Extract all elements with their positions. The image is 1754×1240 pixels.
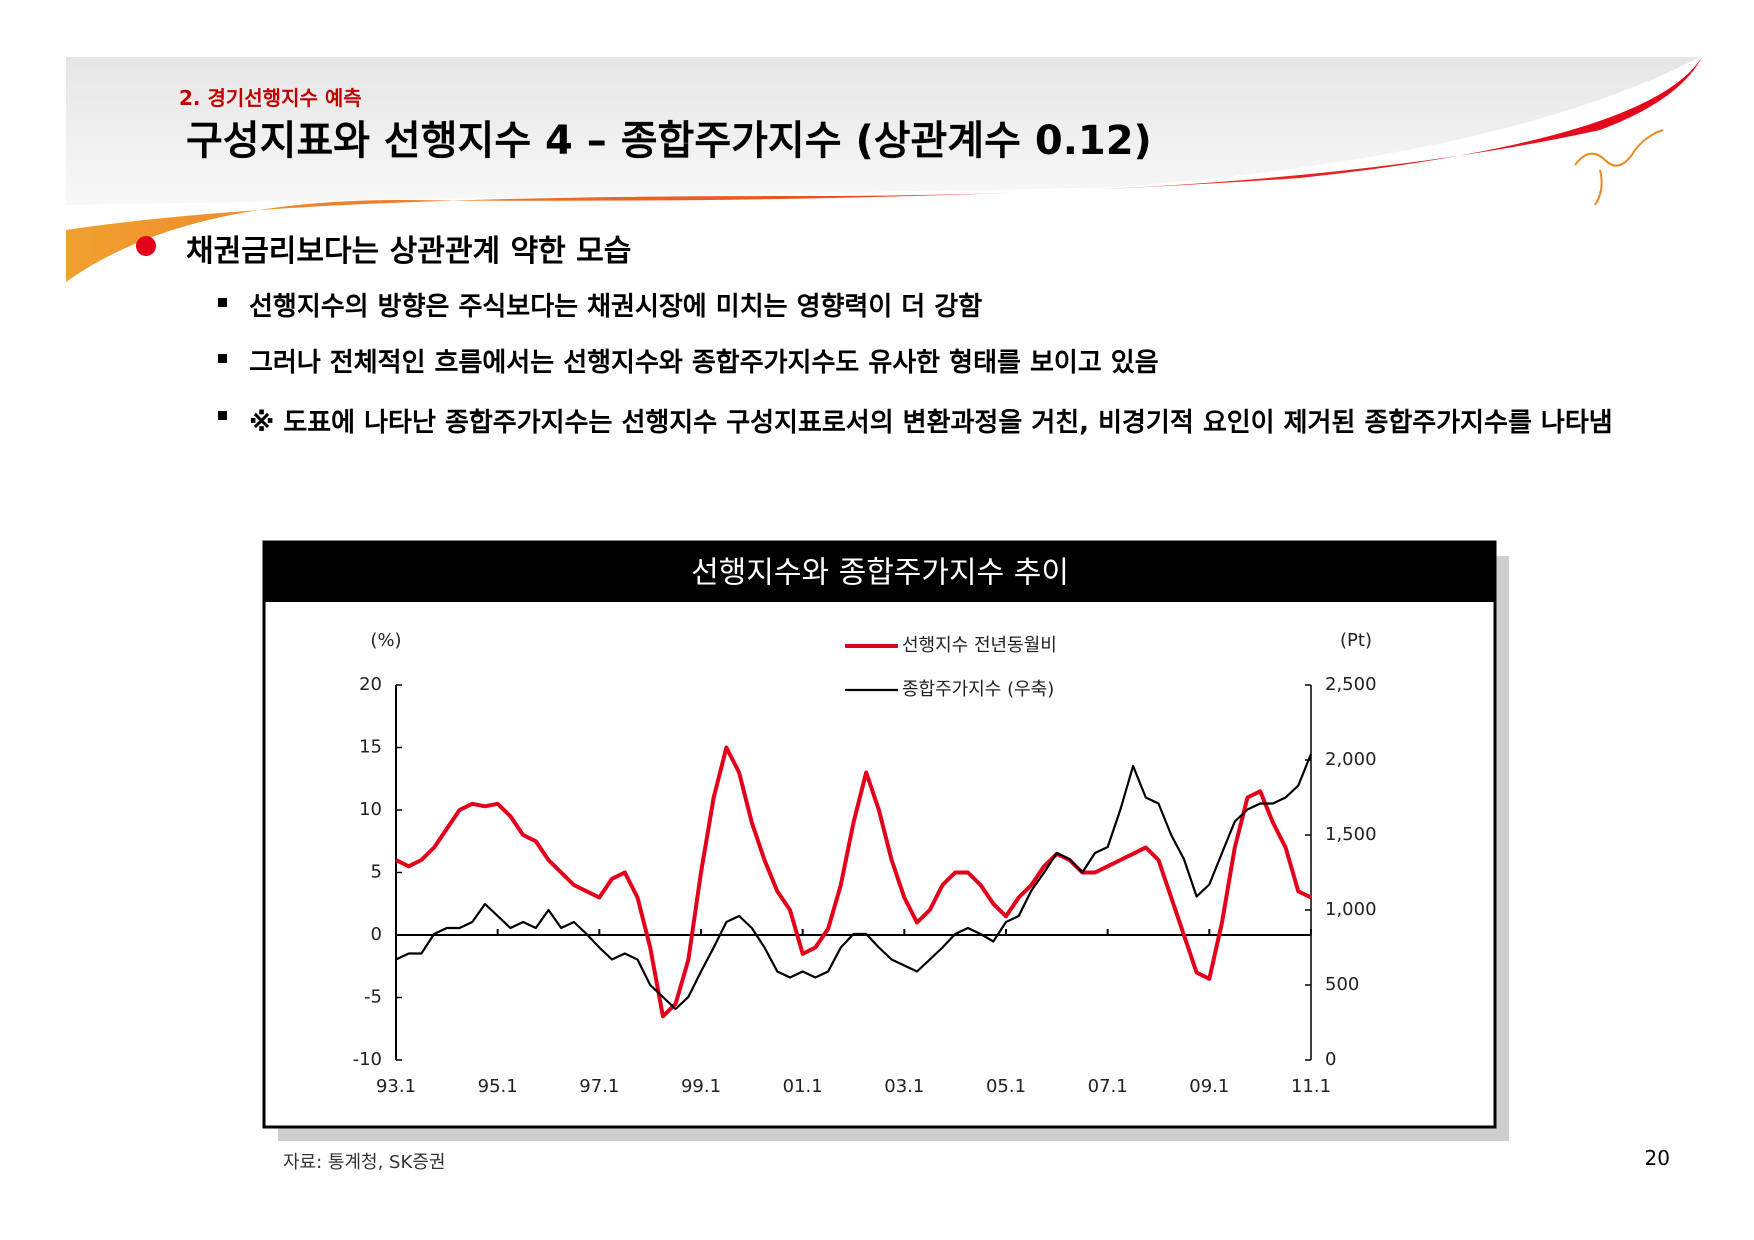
series-line [395,745,1312,1019]
bullet: 채권금리보다는 상관관계 약한 모습 [186,234,632,269]
y2-tick-label: 2,500 [1325,674,1377,695]
legend-label: 선행지수 전년동월비 [902,635,1057,656]
x-tick-label: 93.1 [376,1076,416,1097]
y-tick-label: 5 [371,862,382,883]
y-tick-label: 20 [359,674,382,695]
section-label: 2. 경기선행지수 예측 [179,86,362,110]
y-tick-label: 15 [359,737,382,758]
x-tick-label: 03.1 [884,1076,924,1097]
y2-tick-label: 2,000 [1325,749,1377,770]
y2-tick-label: 0 [1325,1049,1336,1070]
x-tick-label: 97.1 [579,1076,619,1097]
series-line [395,753,1313,1011]
chart-frame [262,540,1497,1129]
y2-tick-label: 500 [1325,974,1359,995]
x-tick-label: 01.1 [783,1076,823,1097]
bullet-dot [136,236,156,256]
x-tick-label: 11.1 [1291,1076,1331,1097]
header-band [66,57,1700,205]
x-tick-label: 07.1 [1088,1076,1128,1097]
chart-title: 선행지수와 종합주가지수 추이 [691,556,1069,591]
sub-bullet: ※ 도표에 나타난 종합주가지수는 선행지수 구성지표로서의 변환과정을 거친,… [249,408,1613,438]
x-tick-label: 09.1 [1189,1076,1229,1097]
bullet-square [218,411,227,420]
y-axis-label: (%) [370,630,401,651]
bullet-square [218,354,227,363]
legend-label: 종합주가지수 (우축) [902,679,1054,700]
source: 자료: 통계청, SK증권 [283,1152,446,1173]
page-number: 20 [1644,1146,1670,1170]
y-tick-label: -10 [353,1049,382,1070]
x-tick-label: 99.1 [681,1076,721,1097]
y2-tick-label: 1,000 [1325,899,1377,920]
x-tick-label: 95.1 [478,1076,518,1097]
sub-bullet: 선행지수의 방향은 주식보다는 채권시장에 미치는 영향력이 더 강함 [249,292,983,322]
sub-bullet: 그러나 전체적인 흐름에서는 선행지수와 종합주가지수도 유사한 형태를 보이고… [249,348,1159,378]
bullet-square [218,298,227,307]
logo [1574,129,1664,206]
y-tick-label: 10 [359,799,382,820]
y-tick-label: -5 [364,987,382,1008]
y2-axis-label: (Pt) [1340,630,1372,651]
slide-title: 구성지표와 선행지수 4 – 종합주가지수 (상관계수 0.12) [186,118,1152,164]
x-tick-label: 05.1 [986,1076,1026,1097]
y-tick-label: 0 [371,924,382,945]
y2-tick-label: 1,500 [1325,824,1377,845]
chart-title-bar [264,542,1495,602]
